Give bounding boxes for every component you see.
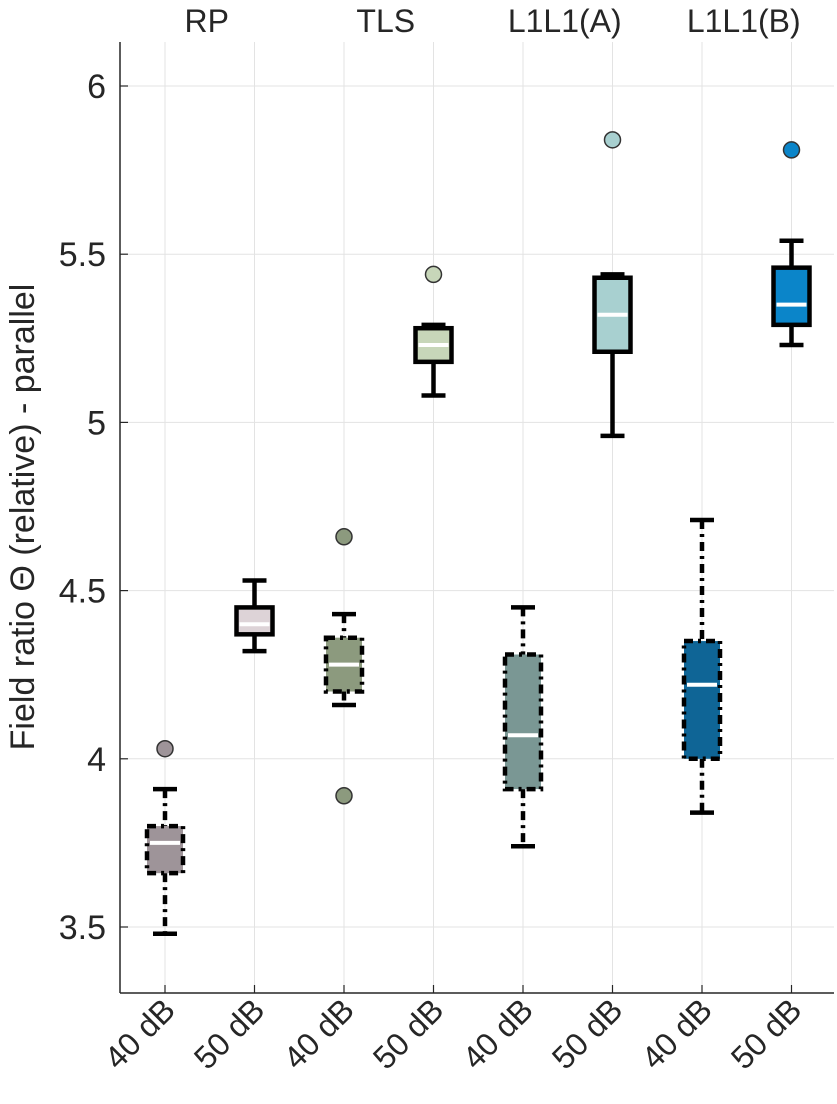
box: [502, 605, 544, 849]
outlier-point: [335, 528, 353, 546]
box: [413, 265, 454, 398]
y-axis-label: Field ratio Θ (relative) - parallel: [4, 284, 42, 751]
outlier-point: [424, 265, 443, 284]
group-label: RP: [185, 3, 229, 39]
x-tick-label: 40 dB: [455, 991, 540, 1076]
y-tick-label: 6: [87, 68, 106, 106]
y-tick-label: 4: [87, 741, 106, 779]
outlier-point: [156, 739, 174, 758]
y-tick-label: 4.5: [59, 573, 106, 611]
outlier-point: [335, 787, 353, 805]
box: [234, 578, 275, 654]
y-ticks: 3.5 4 4.5 5 5.5 6: [59, 68, 128, 947]
group-label: L1L1(A): [508, 3, 622, 39]
x-tick-label: 50 dB: [366, 991, 451, 1076]
group-label: TLS: [356, 3, 415, 39]
box-body: [144, 823, 186, 876]
x-tick-label: 40 dB: [276, 991, 361, 1076]
group-label: L1L1(B): [687, 3, 801, 39]
outlier-point: [603, 131, 622, 149]
x-tick-label: 40 dB: [634, 991, 719, 1076]
box-body: [771, 265, 812, 328]
box: [592, 131, 633, 439]
boxes: [144, 131, 812, 936]
box: [681, 517, 723, 815]
box: [323, 528, 365, 805]
x-ticks: 40 dB 50 dB 40 dB 50 dB 40 dB 50 dB 40 dB 50 dB: [97, 985, 808, 1076]
x-tick-label: 40 dB: [97, 991, 182, 1076]
box-body: [234, 605, 275, 637]
x-tick-label: 50 dB: [724, 991, 809, 1076]
box: [771, 141, 812, 348]
box: [144, 739, 186, 936]
y-tick-label: 5.5: [59, 236, 106, 274]
grid-lines: [120, 42, 834, 993]
outlier-point: [782, 141, 801, 159]
y-tick-label: 5: [87, 404, 106, 442]
x-tick-label: 50 dB: [545, 991, 630, 1076]
y-tick-label: 3.5: [59, 909, 106, 947]
group-labels: RP TLS L1L1(A) L1L1(B): [185, 3, 801, 39]
axes: [119, 42, 834, 994]
x-tick-label: 50 dB: [187, 991, 272, 1076]
box-body: [681, 638, 723, 762]
box-body: [502, 652, 544, 792]
